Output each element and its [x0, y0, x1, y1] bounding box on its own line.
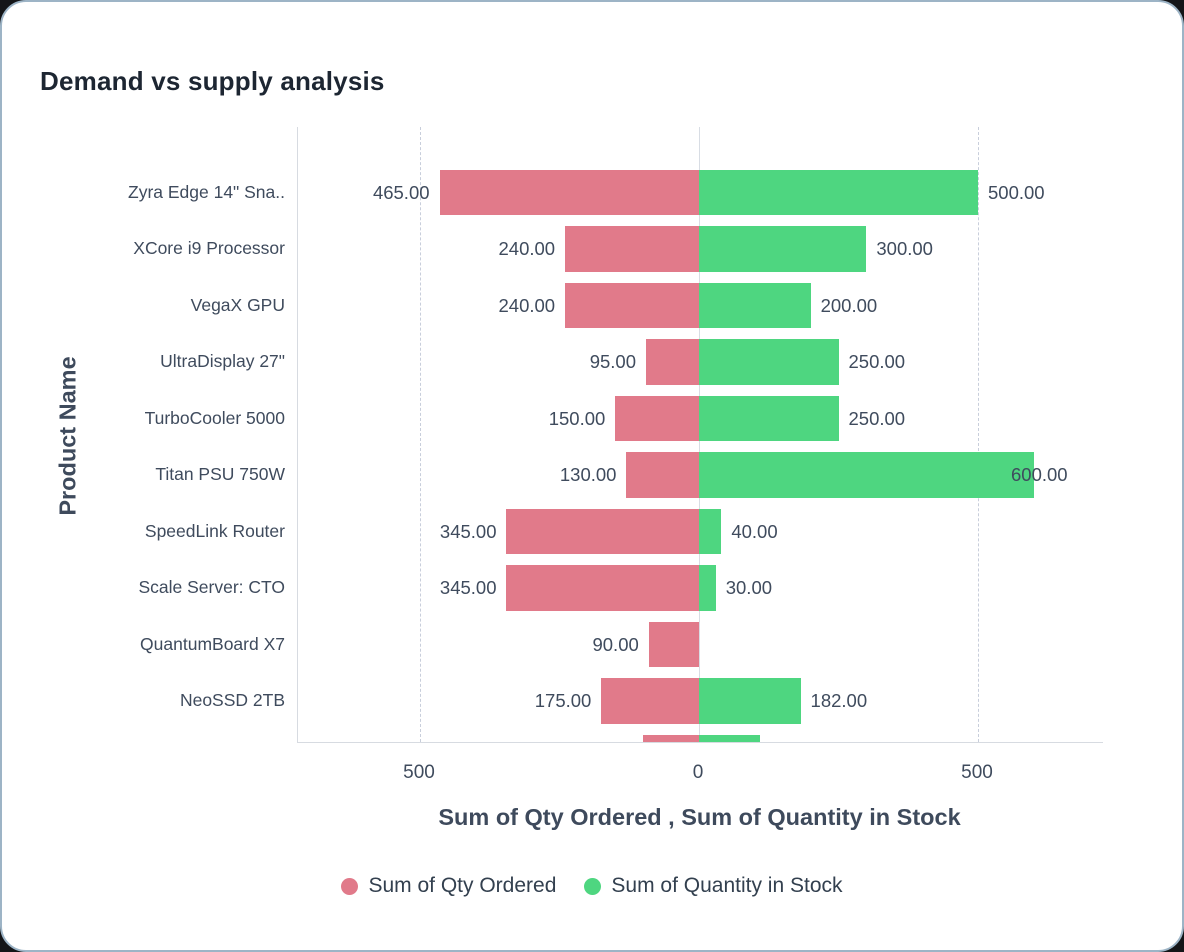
x-tick-left-500: 500 [403, 762, 435, 783]
category-label: SpeedLink Router [144, 520, 285, 541]
qty-in-stock-value: 40.00 [731, 520, 778, 542]
qty-in-stock-bar[interactable] [699, 395, 839, 442]
qty-in-stock-value: 250.00 [848, 407, 906, 429]
qty-ordered-bar[interactable] [643, 734, 699, 742]
qty-in-stock-value: 200.00 [820, 294, 878, 316]
x-tick-zero: 0 [692, 762, 704, 783]
plot-area: 465.00 500.00 240.00 300.00 240.00 200.00 95.0… [297, 127, 1103, 743]
qty-ordered-value: 240.00 [498, 238, 556, 260]
category-label: TurboCooler 5000 [144, 407, 285, 428]
category-label: UltraDisplay 27" [160, 351, 285, 371]
x-axis-title: Sum of Qty Ordered , Sum of Quantity in … [438, 804, 961, 830]
qty-ordered-value: 150.00 [548, 407, 606, 429]
qty-ordered-bar[interactable] [565, 282, 699, 329]
qty-ordered-swatch-icon [341, 877, 359, 895]
qty-ordered-value: 175.00 [534, 690, 592, 712]
qty-ordered-bar[interactable] [601, 678, 699, 724]
legend-item-qty-in-stock[interactable]: Sum of Quantity in Stock [584, 874, 843, 898]
legend: Sum of Qty Ordered Sum of Quantity in St… [2, 874, 1182, 898]
qty-ordered-bar[interactable] [626, 452, 699, 498]
category-label: VegaX GPU [190, 294, 285, 315]
y-axis-title: Product Name [54, 356, 81, 516]
qty-in-stock-bar[interactable] [699, 508, 722, 555]
qty-ordered-value: 345.00 [439, 520, 497, 542]
category-label: Zyra Edge 14" Sna.. [128, 181, 285, 202]
qty-ordered-bar[interactable] [506, 508, 699, 555]
qty-ordered-bar[interactable] [439, 169, 699, 216]
qty-ordered-bar[interactable] [648, 621, 699, 668]
category-label: NeoSSD 2TB [179, 690, 285, 710]
legend-item-qty-ordered[interactable]: Sum of Qty Ordered [341, 874, 556, 898]
qty-in-stock-value: 600.00 [1011, 464, 1068, 486]
qty-ordered-bar[interactable] [645, 339, 699, 385]
qty-in-stock-swatch-icon [584, 877, 602, 895]
category-label: QuantumBoard X7 [140, 633, 285, 654]
qty-in-stock-bar[interactable] [699, 565, 716, 611]
qty-in-stock-bar[interactable] [699, 678, 801, 724]
gridline-plus-500 [978, 127, 979, 742]
qty-ordered-value: 240.00 [498, 294, 556, 316]
category-label: XCore i9 Processor [133, 238, 285, 258]
category-label: Titan PSU 750W [155, 464, 285, 484]
qty-in-stock-value: 300.00 [876, 238, 933, 260]
qty-in-stock-value: 182.00 [810, 690, 868, 712]
qty-in-stock-bar[interactable] [699, 282, 811, 329]
qty-ordered-bar[interactable] [565, 226, 699, 272]
qty-ordered-bar[interactable] [615, 395, 699, 442]
qty-ordered-value: 465.00 [372, 181, 430, 203]
qty-ordered-value: 130.00 [559, 464, 617, 486]
category-label: Scale Server: CTO [138, 577, 285, 597]
qty-in-stock-bar[interactable] [699, 452, 1034, 498]
qty-in-stock-bar[interactable] [699, 339, 839, 385]
qty-in-stock-bar[interactable] [699, 169, 978, 216]
legend-label-qty-ordered: Sum of Qty Ordered [368, 874, 557, 897]
x-tick-right-500: 500 [961, 762, 993, 783]
qty-in-stock-value: 250.00 [848, 351, 906, 373]
qty-ordered-value: 345.00 [439, 577, 497, 599]
chart-title: Demand vs supply analysis [40, 66, 385, 96]
qty-ordered-value: 95.00 [589, 351, 636, 373]
gridline-minus-500 [420, 127, 421, 742]
qty-ordered-bar[interactable] [506, 565, 699, 611]
qty-ordered-value: 90.00 [592, 633, 639, 655]
qty-in-stock-value: 500.00 [988, 181, 1045, 203]
x-axis-ticks: 500 0 500 [297, 762, 1102, 788]
qty-in-stock-bar[interactable] [699, 226, 867, 272]
qty-in-stock-bar[interactable] [699, 734, 761, 742]
qty-in-stock-value: 30.00 [725, 577, 773, 599]
legend-label-qty-in-stock: Sum of Quantity in Stock [611, 874, 843, 897]
